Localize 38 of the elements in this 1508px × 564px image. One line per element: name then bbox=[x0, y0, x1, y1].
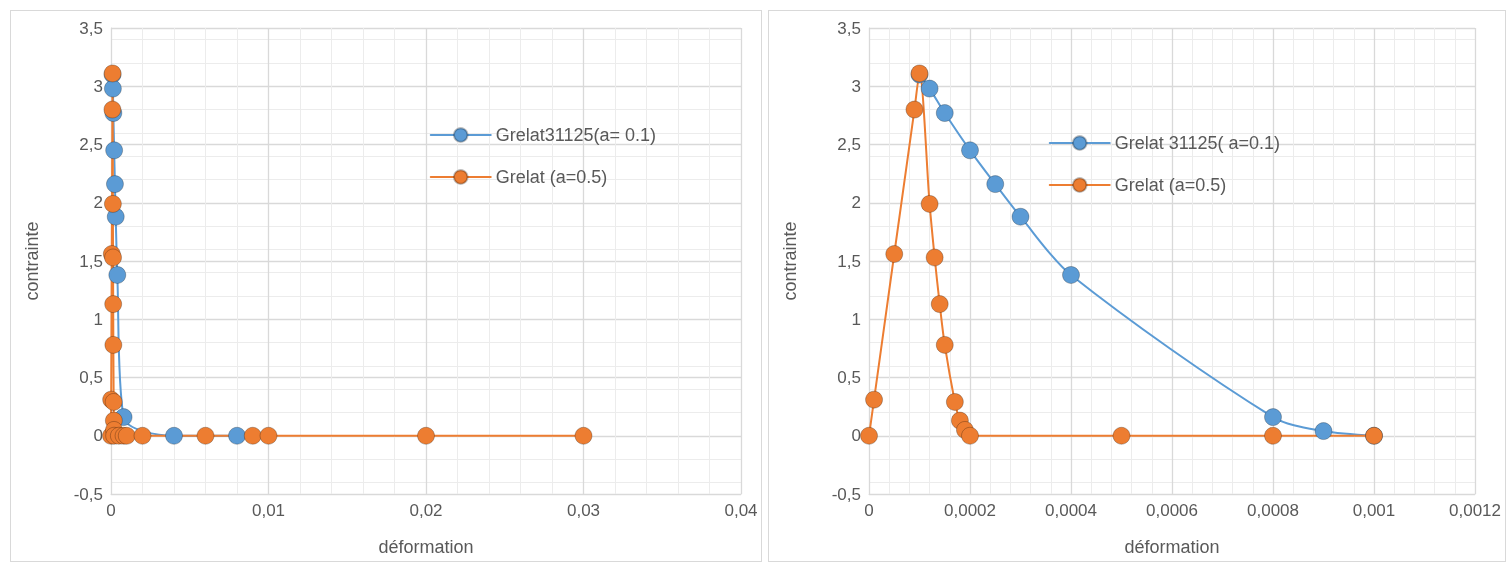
y-tick-label: 3 bbox=[93, 76, 103, 96]
y-tick-label: 3 bbox=[851, 76, 861, 96]
x-tick-label: 0,0004 bbox=[1045, 501, 1097, 520]
x-tick-label: 0,0008 bbox=[1247, 501, 1299, 520]
x-tick-label: 0 bbox=[106, 501, 116, 520]
legend-label: Grelat 31125( a=0.1) bbox=[1114, 133, 1281, 153]
y-tick-label: 1,5 bbox=[79, 251, 103, 271]
y-tick-label: 3,5 bbox=[79, 18, 103, 38]
y-tick-label: 2 bbox=[851, 193, 861, 213]
y-tick-label: 2,5 bbox=[79, 135, 103, 154]
x-tick-label: 0,01 bbox=[251, 501, 286, 520]
y-tick-label: 0,5 bbox=[79, 368, 103, 387]
x-axis-title: déformation bbox=[378, 537, 474, 557]
y-tick-label: 1,5 bbox=[837, 251, 861, 271]
y-axis-title: contrainte bbox=[22, 221, 42, 301]
y-tick-label: -0,5 bbox=[73, 484, 103, 504]
y-tick-label: 0 bbox=[851, 426, 861, 446]
y-tick-label: 1 bbox=[93, 309, 103, 329]
y-tick-label: 1 bbox=[851, 309, 861, 329]
x-tick-label: 0,0012 bbox=[1449, 501, 1501, 520]
y-axis-title: contrainte bbox=[780, 221, 800, 301]
x-axis-title: déformation bbox=[1124, 537, 1220, 557]
x-tick-label: 0,0002 bbox=[944, 501, 996, 520]
x-tick-label: 0,04 bbox=[724, 501, 758, 520]
x-tick-label: 0,0006 bbox=[1146, 501, 1198, 520]
y-tick-label: 3,5 bbox=[837, 18, 861, 38]
x-tick-label: 0,02 bbox=[409, 501, 443, 520]
legend-label: Grelat (a=0.5) bbox=[495, 167, 608, 187]
x-tick-label: 0,001 bbox=[1352, 501, 1396, 520]
legend-label: Grelat (a=0.5) bbox=[1114, 175, 1227, 195]
y-tick-label: 0 bbox=[93, 426, 103, 446]
x-tick-label: 0 bbox=[864, 501, 874, 520]
y-tick-label: -0,5 bbox=[831, 484, 861, 504]
legend-label: Grelat31125(a= 0.1) bbox=[495, 125, 657, 145]
y-tick-label: 0,5 bbox=[837, 368, 861, 387]
y-tick-label: 2 bbox=[93, 193, 103, 213]
x-tick-label: 0,03 bbox=[566, 501, 601, 520]
y-tick-label: 2,5 bbox=[837, 135, 861, 154]
